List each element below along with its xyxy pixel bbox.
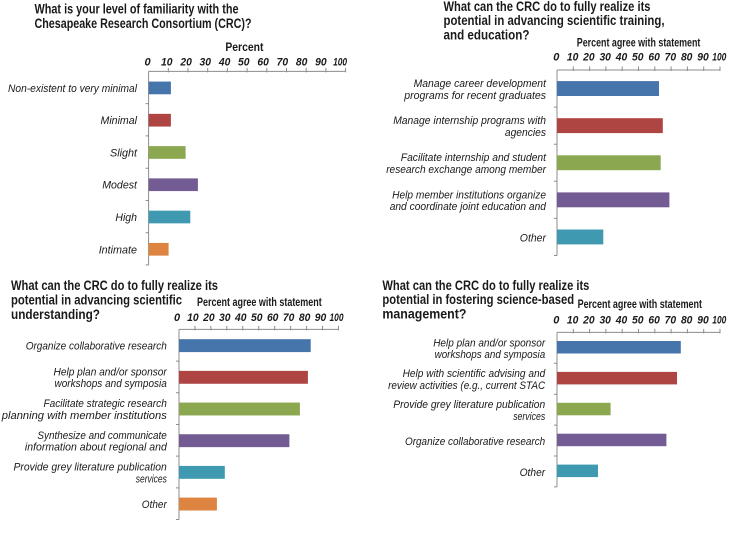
svg-text:30: 30 xyxy=(599,314,611,326)
svg-text:0: 0 xyxy=(145,56,152,68)
svg-text:and coordinate joint education: and coordinate joint education and xyxy=(390,201,547,213)
svg-text:10: 10 xyxy=(567,314,579,326)
svg-text:20: 20 xyxy=(582,314,595,326)
svg-text:Other: Other xyxy=(520,232,547,244)
svg-text:20: 20 xyxy=(179,56,192,68)
svg-text:Non-existent to very minimal: Non-existent to very minimal xyxy=(8,83,138,95)
svg-text:0: 0 xyxy=(174,312,181,324)
svg-text:Manage internship programs wit: Manage internship programs with xyxy=(393,115,546,127)
svg-text:70: 70 xyxy=(277,56,289,68)
svg-text:40: 40 xyxy=(615,314,628,326)
svg-text:50: 50 xyxy=(251,312,263,324)
svg-text:40: 40 xyxy=(234,312,247,324)
svg-text:50: 50 xyxy=(632,314,644,326)
svg-text:review activities (e.g., curre: review activities (e.g., current STAC xyxy=(388,380,545,392)
svg-text:High: High xyxy=(115,212,137,224)
svg-text:information about regional and: information about regional and xyxy=(25,442,168,454)
svg-text:10: 10 xyxy=(567,51,579,63)
svg-text:programs for recent graduates: programs for recent graduates xyxy=(403,90,546,102)
svg-text:40: 40 xyxy=(615,51,628,63)
svg-text:90: 90 xyxy=(697,314,709,326)
svg-text:70: 70 xyxy=(283,312,295,324)
svg-text:10: 10 xyxy=(187,312,199,324)
svg-text:Help member institutions organ: Help member institutions organize xyxy=(392,189,546,201)
svg-text:Provide grey literature public: Provide grey literature publication xyxy=(14,462,167,474)
svg-text:and education?: and education? xyxy=(444,28,530,43)
svg-text:80: 80 xyxy=(681,314,693,326)
svg-text:Percent agree with statement: Percent agree with statement xyxy=(197,297,322,309)
svg-text:20: 20 xyxy=(582,51,595,63)
svg-text:80: 80 xyxy=(681,51,693,63)
svg-text:Facilitate strategic research: Facilitate strategic research xyxy=(44,398,167,410)
svg-text:research exchange among member: research exchange among member xyxy=(386,164,546,176)
svg-text:40: 40 xyxy=(218,56,231,68)
svg-text:Percent: Percent xyxy=(225,42,263,54)
svg-text:Facilitate internship and stud: Facilitate internship and student xyxy=(401,152,547,164)
svg-text:planning with member instituti: planning with member institutions xyxy=(1,410,168,422)
svg-text:90: 90 xyxy=(315,312,327,324)
svg-text:90: 90 xyxy=(315,56,327,68)
svg-text:What can the CRC do to fully r: What can the CRC do to fully realize its xyxy=(444,0,651,14)
svg-text:60: 60 xyxy=(648,314,660,326)
svg-text:management?: management? xyxy=(382,307,466,322)
svg-text:Synthesize and communicate: Synthesize and communicate xyxy=(37,430,166,442)
svg-text:60: 60 xyxy=(267,312,279,324)
svg-text:agencies: agencies xyxy=(505,127,547,139)
svg-text:workshops and symposia: workshops and symposia xyxy=(55,378,167,390)
svg-text:Intimate: Intimate xyxy=(99,244,137,256)
svg-text:60: 60 xyxy=(257,56,269,68)
svg-text:100: 100 xyxy=(712,314,727,326)
svg-text:50: 50 xyxy=(632,51,644,63)
svg-text:Manage career development: Manage career development xyxy=(414,78,547,90)
svg-text:70: 70 xyxy=(665,51,677,63)
svg-text:60: 60 xyxy=(648,51,660,63)
svg-text:Minimal: Minimal xyxy=(101,115,138,127)
svg-text:workshops and symposia: workshops and symposia xyxy=(435,349,546,361)
svg-text:30: 30 xyxy=(219,312,231,324)
svg-text:50: 50 xyxy=(238,56,250,68)
svg-text:100: 100 xyxy=(333,56,348,68)
svg-text:Provide grey literature public: Provide grey literature publication xyxy=(393,399,545,411)
svg-text:services: services xyxy=(513,411,545,423)
svg-text:10: 10 xyxy=(161,56,173,68)
svg-text:Chesapeake Research Consortium: Chesapeake Research Consortium (CRC)? xyxy=(35,16,252,31)
svg-text:Help plan and/or sponsor: Help plan and/or sponsor xyxy=(433,337,545,349)
svg-text:Organize collaborative researc: Organize collaborative research xyxy=(26,341,167,353)
svg-text:services: services xyxy=(136,473,167,485)
svg-text:Other: Other xyxy=(520,467,546,479)
svg-text:30: 30 xyxy=(599,51,611,63)
svg-text:0: 0 xyxy=(553,314,560,326)
svg-text:What is your level of familiar: What is your level of familiarity with t… xyxy=(35,2,239,17)
svg-text:70: 70 xyxy=(665,314,677,326)
svg-text:potential in advancing scienti: potential in advancing scientific traini… xyxy=(444,13,665,28)
svg-text:Other: Other xyxy=(142,499,167,511)
svg-text:What can the CRC do to fully r: What can the CRC do to fully realize its xyxy=(382,278,589,293)
svg-text:What can the CRC do to fully r: What can the CRC do to fully realize its xyxy=(11,278,218,293)
svg-text:20: 20 xyxy=(202,312,215,324)
svg-text:potential in fostering science: potential in fostering science-based xyxy=(382,292,574,307)
svg-text:100: 100 xyxy=(330,312,345,324)
svg-text:90: 90 xyxy=(697,51,709,63)
svg-text:Help plan and/or sponsor: Help plan and/or sponsor xyxy=(54,366,168,378)
svg-text:Organize collaborative researc: Organize collaborative research xyxy=(405,436,545,448)
svg-text:Modest: Modest xyxy=(102,180,138,192)
svg-text:100: 100 xyxy=(712,51,727,63)
svg-text:potential in advancing scienti: potential in advancing scientific xyxy=(11,292,182,307)
svg-text:Slight: Slight xyxy=(110,148,138,160)
svg-text:Help with scientific advising: Help with scientific advising and xyxy=(403,368,547,380)
svg-text:30: 30 xyxy=(200,56,212,68)
svg-text:80: 80 xyxy=(296,56,308,68)
svg-text:80: 80 xyxy=(299,312,311,324)
svg-text:Percent agree with statement: Percent agree with statement xyxy=(577,37,701,49)
svg-text:Percent agree with statement: Percent agree with statement xyxy=(578,299,703,311)
svg-text:understanding?: understanding? xyxy=(11,307,100,322)
svg-text:0: 0 xyxy=(553,51,560,63)
